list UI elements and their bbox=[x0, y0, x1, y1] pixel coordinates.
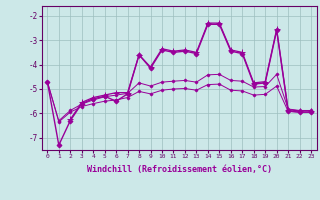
X-axis label: Windchill (Refroidissement éolien,°C): Windchill (Refroidissement éolien,°C) bbox=[87, 165, 272, 174]
